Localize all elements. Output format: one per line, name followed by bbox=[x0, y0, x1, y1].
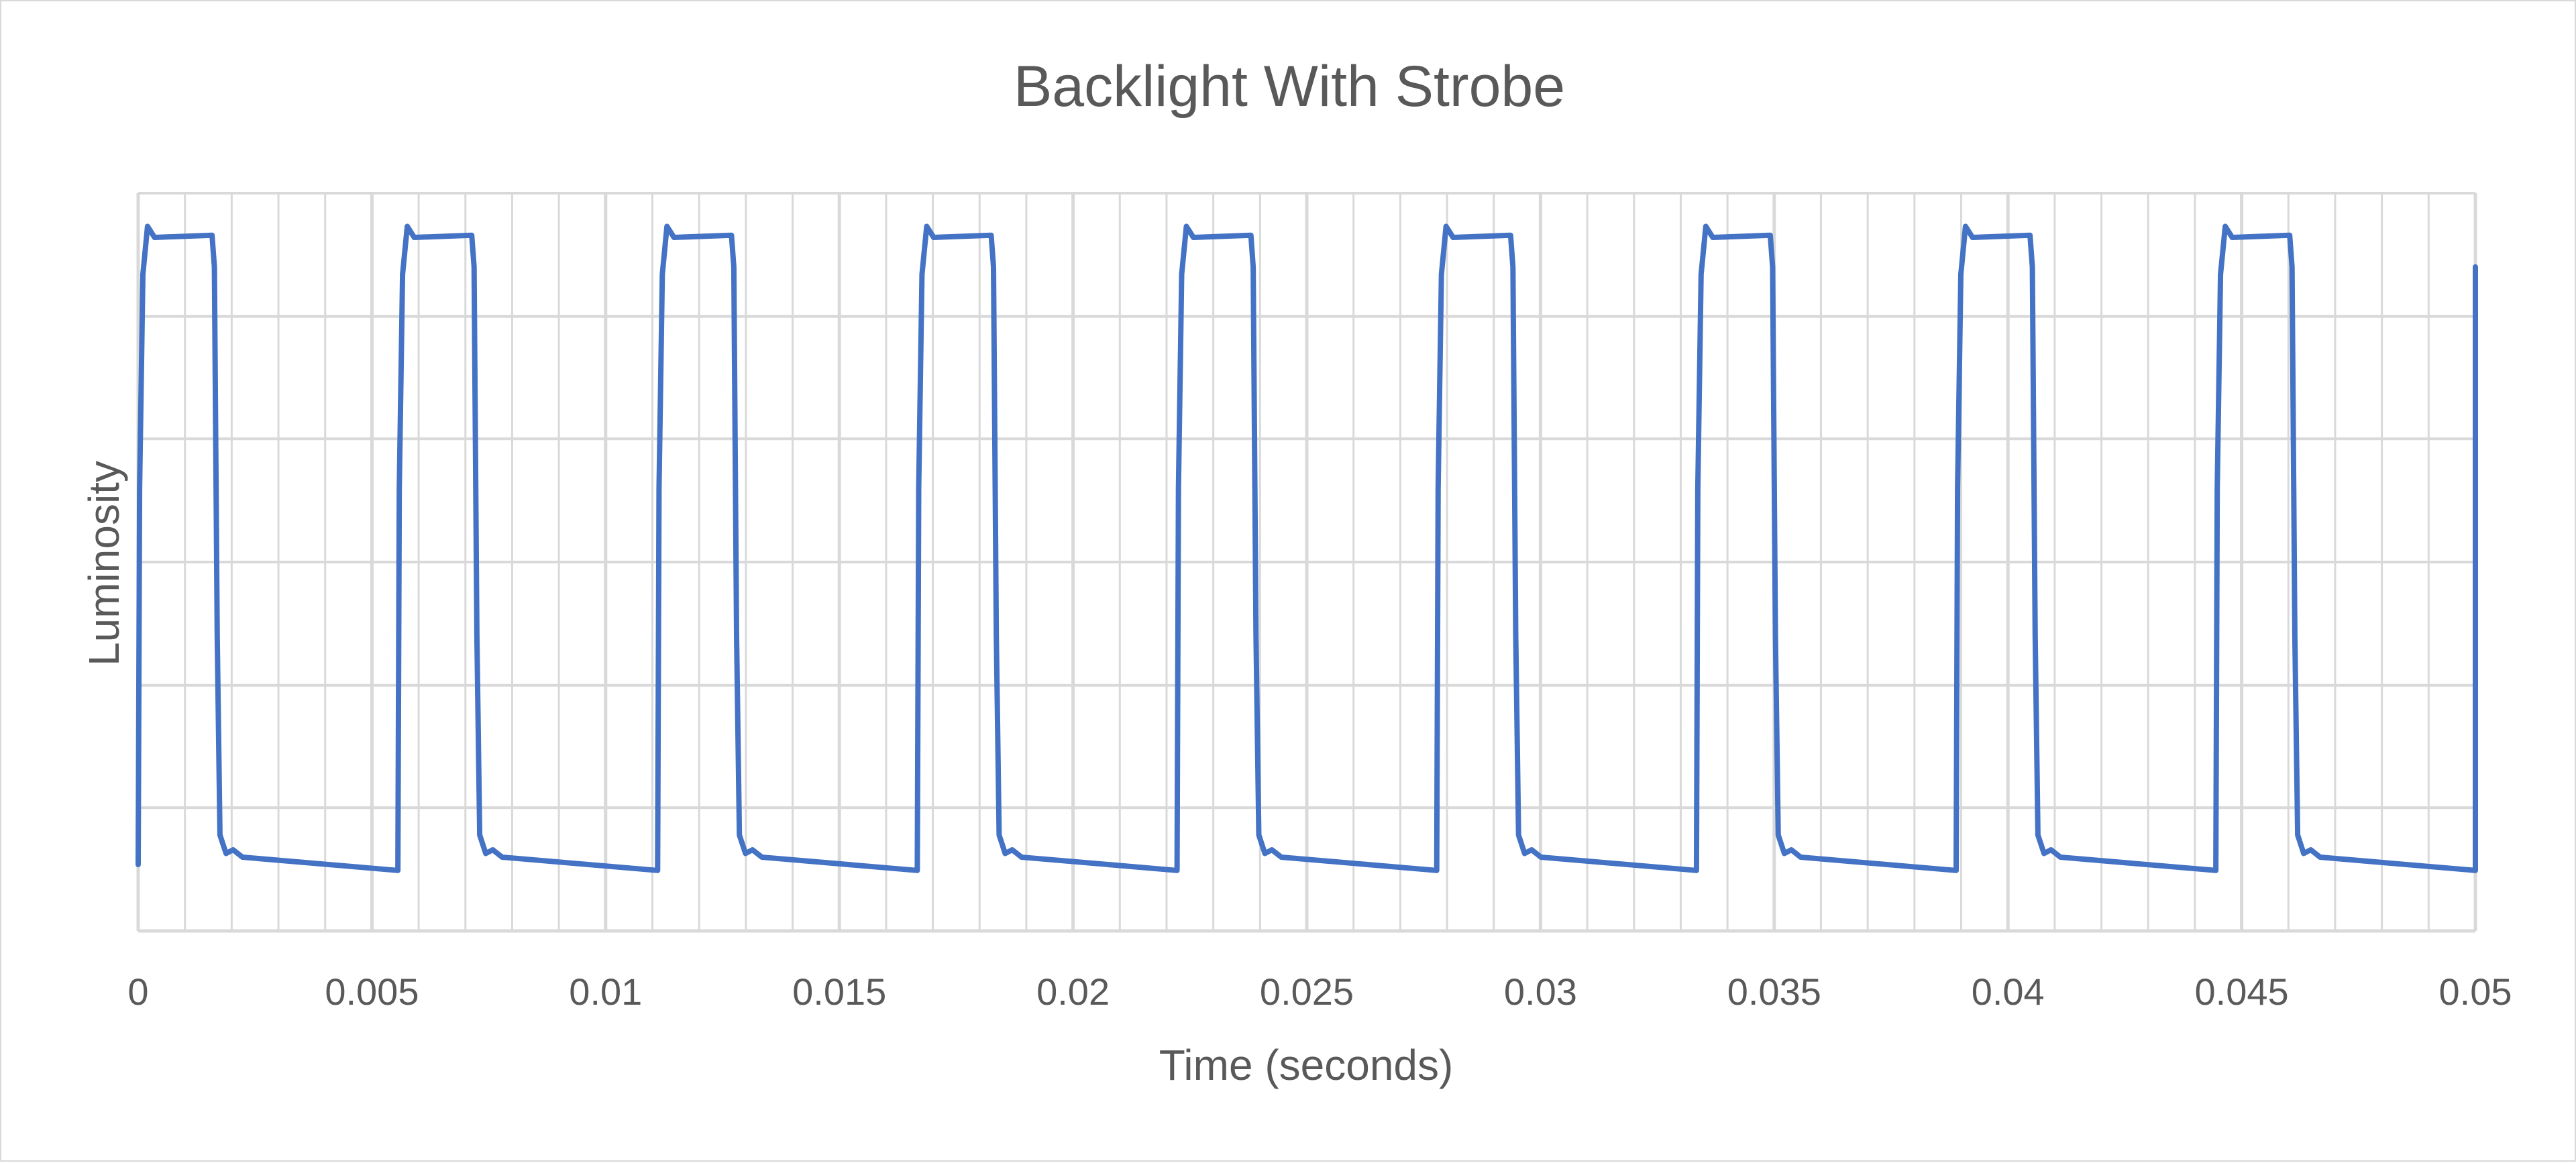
x-tick-label: 0.005 bbox=[325, 971, 419, 1013]
x-tick-label: 0.03 bbox=[1504, 971, 1577, 1013]
y-axis-title: Luminosity bbox=[80, 461, 128, 666]
x-tick-label: 0.04 bbox=[1972, 971, 2045, 1013]
chart-title: Backlight With Strobe bbox=[1014, 54, 1565, 119]
x-tick-label: 0.02 bbox=[1036, 971, 1110, 1013]
tick-labels: 0 0.005 0.01 0.015 0.02 0.025 0.03 0.035 0.04 0.0… bbox=[127, 971, 2512, 1013]
x-tick-label: 0.035 bbox=[1727, 971, 1821, 1013]
x-tick-label: 0.025 bbox=[1260, 971, 1354, 1013]
x-tick-label: 0.045 bbox=[2195, 971, 2289, 1013]
x-axis-title: Time (seconds) bbox=[1159, 1041, 1454, 1089]
gridlines bbox=[136, 192, 2477, 931]
x-tick-label: 0.05 bbox=[2439, 971, 2512, 1013]
x-tick-label: 0.01 bbox=[569, 971, 642, 1013]
luminosity-line bbox=[136, 223, 2478, 873]
x-tick-label: 0.015 bbox=[792, 971, 886, 1013]
x-tick-label: 0 bbox=[127, 971, 148, 1013]
series-layer bbox=[136, 223, 2478, 873]
